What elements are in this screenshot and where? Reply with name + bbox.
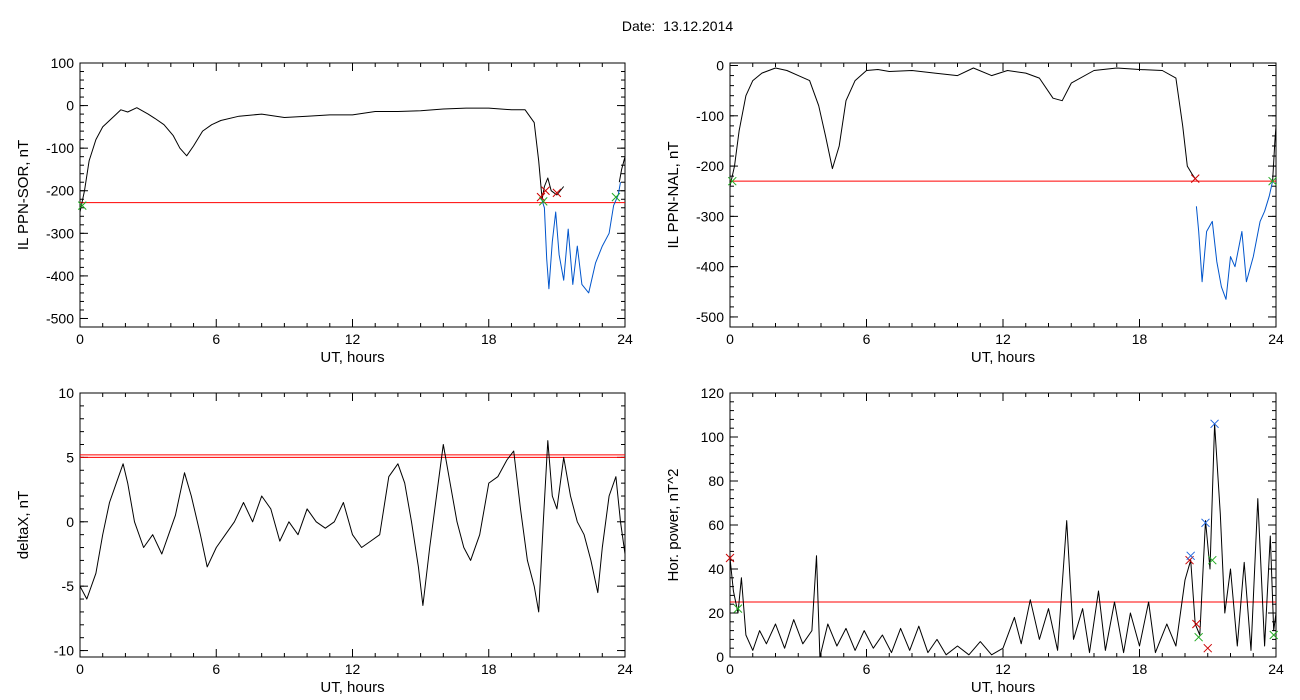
plot-frame xyxy=(729,392,1277,658)
y-tick-label: -400 xyxy=(46,268,74,284)
marker-green xyxy=(538,197,548,206)
y-tick-label: -10 xyxy=(54,643,74,659)
x-tick-label: 12 xyxy=(995,331,1011,347)
marker-red xyxy=(541,186,550,196)
series-line xyxy=(79,440,626,613)
y-tick-label: -500 xyxy=(696,309,724,325)
marker-red xyxy=(1203,643,1213,653)
y-axis-label: IL PPN-NAL, nT xyxy=(665,142,682,249)
x-axis-label: UT, hours xyxy=(971,349,1035,366)
y-tick-label: 0 xyxy=(716,649,724,665)
series-line xyxy=(729,423,1277,658)
x-axis-label: UT, hours xyxy=(971,679,1035,696)
y-tick-label: -300 xyxy=(46,225,74,241)
y-tick-label: -300 xyxy=(696,208,724,224)
y-tick-label: 60 xyxy=(708,517,724,533)
y-tick-label: -200 xyxy=(696,158,724,174)
x-tick-label: 0 xyxy=(76,661,84,677)
marker-red xyxy=(725,553,735,563)
chart-deltax: 0 6 12 18 24 10 5 0 -5 -10 UT, hours deltaX, nT xyxy=(15,385,633,696)
x-tick-label: 24 xyxy=(1268,331,1284,347)
x-tick-label: 6 xyxy=(212,661,220,677)
y-tick-label: -100 xyxy=(46,140,74,156)
y-tick-label: 0 xyxy=(66,98,74,114)
x-tick-label: 18 xyxy=(1132,331,1148,347)
date-value: 13.12.2014 xyxy=(663,18,734,34)
y-axis-label: IL PPN-SOR, nT xyxy=(15,140,32,250)
x-tick-label: 18 xyxy=(1132,661,1148,677)
x-axis-label: UT, hours xyxy=(320,679,384,696)
y-tick-label: -200 xyxy=(46,183,74,199)
x-tick-label: 12 xyxy=(995,661,1011,677)
y-tick-label: -100 xyxy=(696,108,724,124)
x-tick-label: 6 xyxy=(863,331,871,347)
y-tick-label: 120 xyxy=(701,385,725,401)
series-line xyxy=(79,107,565,213)
series-line xyxy=(618,156,626,183)
y-tick-label: 0 xyxy=(716,58,724,74)
x-tick-label: 0 xyxy=(76,331,84,347)
marker-green xyxy=(611,192,621,202)
marker-green xyxy=(1194,632,1204,642)
marker-green xyxy=(1268,176,1277,186)
x-tick-label: 18 xyxy=(481,331,497,347)
date-title: Date: 13.12.2014 xyxy=(0,18,1300,34)
y-tick-label: 10 xyxy=(58,385,74,401)
marker-blue xyxy=(1210,419,1219,429)
x-tick-label: 6 xyxy=(212,331,220,347)
marker-blue xyxy=(1201,518,1210,528)
x-tick-label: 0 xyxy=(726,331,734,347)
series-line-event xyxy=(540,182,621,294)
y-tick-label: -400 xyxy=(696,259,724,275)
y-tick-label: -5 xyxy=(62,578,75,594)
marker-green xyxy=(1269,630,1279,640)
y-axis-label: Hor. power, nT^2 xyxy=(665,469,682,582)
x-tick-label: 6 xyxy=(863,661,871,677)
marker-green xyxy=(1207,555,1217,565)
x-tick-label: 24 xyxy=(617,661,633,677)
y-tick-label: 20 xyxy=(708,605,724,621)
x-tick-label: 12 xyxy=(345,661,361,677)
date-label: Date: xyxy=(621,18,656,34)
marker-green xyxy=(77,201,87,210)
y-tick-label: -500 xyxy=(46,310,74,326)
y-tick-label: 40 xyxy=(708,561,724,577)
y-tick-label: 0 xyxy=(66,514,74,530)
series-line-event xyxy=(1195,181,1274,300)
x-tick-label: 18 xyxy=(481,661,497,677)
y-tick-label: 100 xyxy=(701,429,725,445)
chart-hor-power: 0 6 12 18 24 120 100 80 60 40 20 0 UT, hours Hor. pow… xyxy=(665,385,1284,696)
marker-green xyxy=(733,604,743,613)
y-tick-label: 80 xyxy=(708,473,724,489)
marker-red xyxy=(536,192,546,202)
marker-green xyxy=(727,176,737,186)
marker-red xyxy=(552,188,562,198)
x-axis-label: UT, hours xyxy=(320,349,384,366)
marker-blue xyxy=(1186,551,1196,561)
x-tick-label: 0 xyxy=(726,661,734,677)
chart-ppn-nal: 0 6 12 18 24 0 -100 -200 -300 -400 -500 UT, hours IL… xyxy=(665,58,1284,366)
series-line xyxy=(1272,125,1277,182)
series-line xyxy=(729,67,1196,187)
chart-ppn-sor: 0 6 12 18 24 100 0 -100 -200 -300 -400 -500 UT, hour… xyxy=(15,55,633,366)
plot-frame xyxy=(729,62,1277,328)
x-tick-label: 24 xyxy=(1268,661,1284,677)
y-axis-label: deltaX, nT xyxy=(15,491,32,559)
x-tick-label: 24 xyxy=(617,331,633,347)
marker-red xyxy=(1190,174,1200,184)
x-tick-label: 12 xyxy=(345,331,361,347)
y-tick-label: 5 xyxy=(66,449,74,465)
y-tick-label: 100 xyxy=(51,55,75,71)
marker-red xyxy=(1192,619,1201,629)
